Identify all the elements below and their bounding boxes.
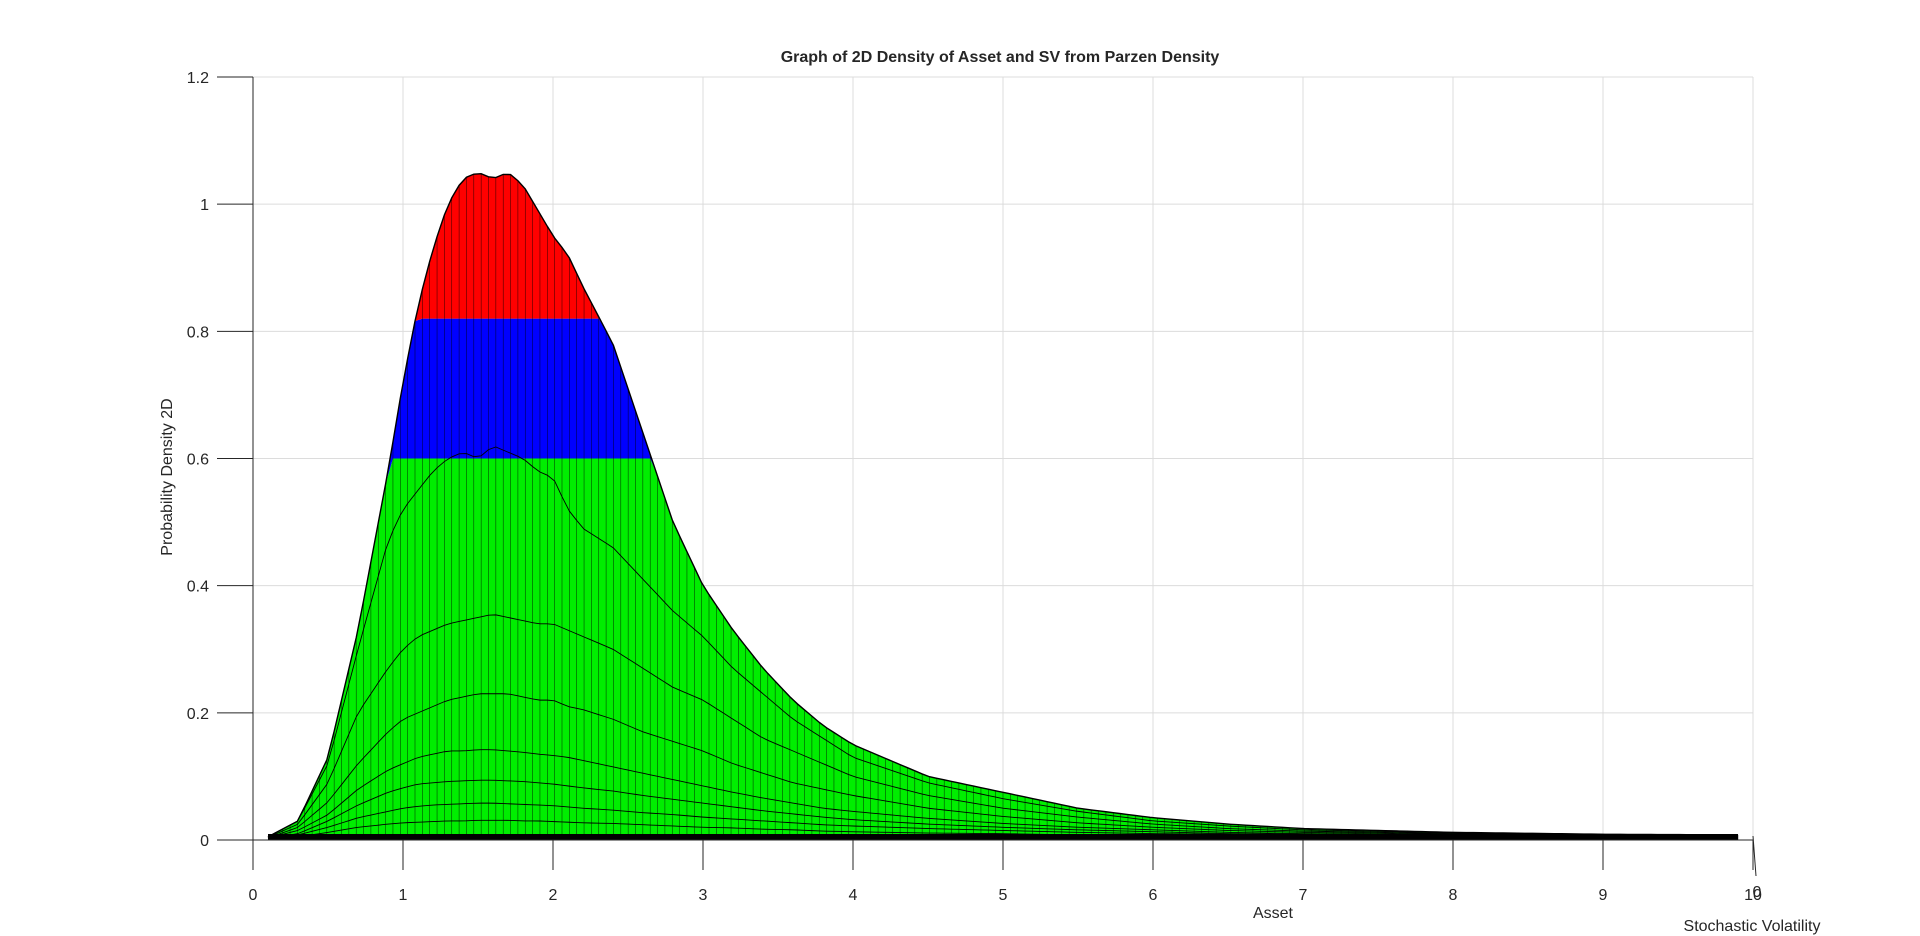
chart-title: Graph of 2D Density of Asset and SV from… xyxy=(781,49,1220,66)
z-tick-label: 1 xyxy=(200,197,209,214)
x-tick-label: 6 xyxy=(1149,887,1158,904)
z-tick-label: 0.8 xyxy=(187,324,209,341)
x-axis-ticks: 0 1 2 3 4 5 6 7 8 9 10 xyxy=(249,840,1762,904)
z-axis-label: Probability Density 2D xyxy=(159,398,176,555)
z-axis-ticks: 0 0.2 0.4 0.6 0.8 1 1.2 xyxy=(187,70,253,850)
x-tick-label: 10 xyxy=(1744,887,1762,904)
x-tick-label: 1 xyxy=(399,887,408,904)
z-tick-label: 0 xyxy=(200,833,209,850)
y-axis-label: Stochastic Volatility xyxy=(1684,918,1821,935)
mesh-contour-line xyxy=(267,614,1739,838)
x-tick-label: 2 xyxy=(549,887,558,904)
x-tick-label: 7 xyxy=(1299,887,1308,904)
grid-lines xyxy=(253,76,1754,840)
axes: 0 1 2 3 4 5 6 7 8 9 10 0 0.2 0.4 0.6 0.8 1 1.2 xyxy=(187,70,1762,904)
surface-plot xyxy=(267,173,1739,840)
x-tick-label: 0 xyxy=(249,887,258,904)
z-tick-label: 0.2 xyxy=(187,706,209,723)
x-tick-label: 9 xyxy=(1599,887,1608,904)
x-axis-label: Asset xyxy=(1253,905,1294,922)
z-tick-label: 0.4 xyxy=(187,579,209,596)
y-axis-tick-label: 0 xyxy=(1753,884,1762,901)
z-tick-label: 1.2 xyxy=(187,70,209,87)
x-tick-label: 3 xyxy=(699,887,708,904)
z-tick-label: 0.6 xyxy=(187,452,209,469)
x-tick-label: 8 xyxy=(1449,887,1458,904)
x-tick-label: 5 xyxy=(999,887,1008,904)
surface-baseline xyxy=(268,834,1738,840)
surface-envelope-line xyxy=(267,173,1739,838)
x-tick-label: 4 xyxy=(849,887,858,904)
